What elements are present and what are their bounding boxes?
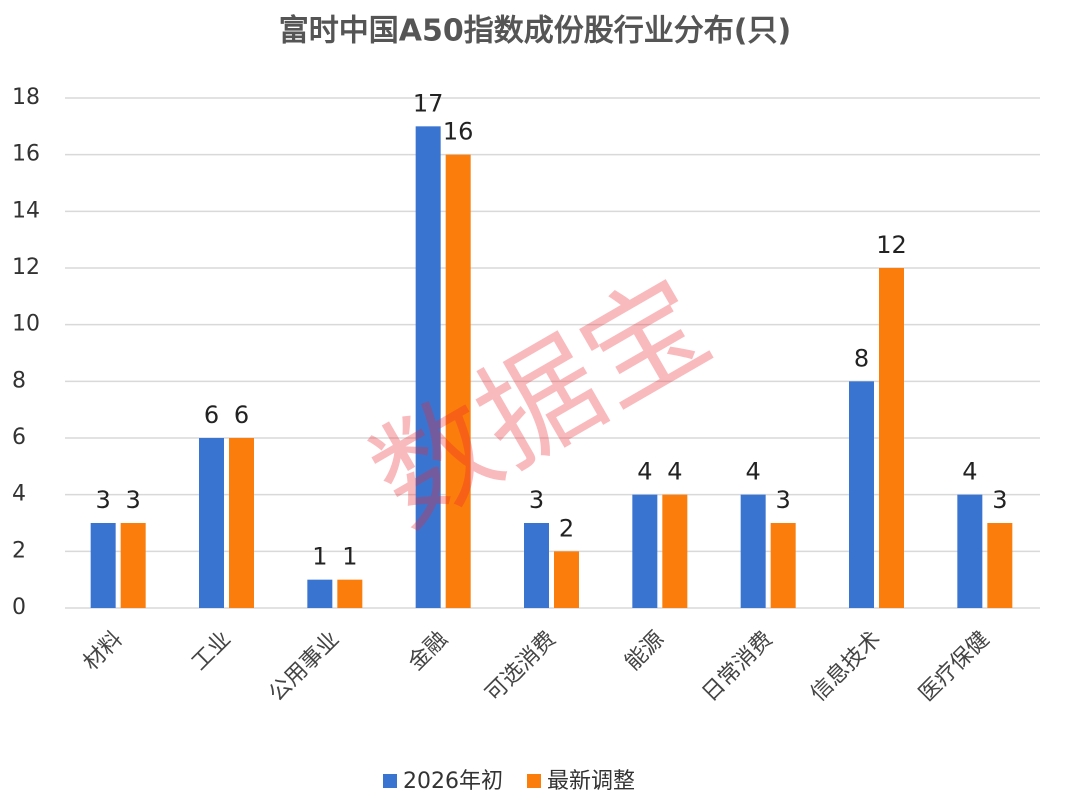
x-tick-label: 材料	[79, 627, 128, 676]
bar	[307, 579, 333, 608]
value-label: 3	[776, 486, 791, 514]
bar	[632, 494, 658, 608]
legend-swatch	[527, 774, 541, 788]
y-tick-label: 2	[12, 538, 26, 563]
x-tick-label: 金融	[404, 627, 453, 676]
value-label: 1	[312, 543, 327, 571]
bar	[662, 494, 688, 608]
bar	[90, 523, 116, 608]
y-tick-label: 0	[12, 595, 26, 620]
bar	[987, 523, 1013, 608]
legend-label: 最新调整	[547, 769, 635, 794]
y-tick-label: 16	[12, 142, 40, 167]
bar	[199, 438, 224, 608]
legend-label: 2026年初	[403, 769, 503, 794]
x-tick-label: 公用事业	[264, 627, 344, 707]
bar	[337, 579, 363, 608]
value-label: 3	[126, 486, 141, 514]
bar	[120, 523, 146, 608]
y-tick-label: 6	[12, 425, 26, 450]
value-label: 6	[204, 401, 219, 429]
value-label: 4	[667, 458, 682, 486]
y-tick-label: 4	[12, 482, 26, 507]
y-tick-label: 12	[12, 255, 40, 280]
x-tick-label: 能源	[621, 627, 670, 676]
value-label: 4	[962, 458, 977, 486]
bar	[879, 268, 904, 608]
value-label: 16	[443, 118, 474, 146]
y-tick-label: 18	[12, 85, 40, 110]
value-label: 3	[992, 486, 1007, 514]
legend-swatch	[383, 774, 397, 788]
bar	[740, 494, 766, 608]
value-label: 8	[854, 344, 869, 372]
value-label: 3	[529, 486, 544, 514]
bar	[554, 551, 579, 608]
x-tick-label: 工业	[187, 627, 236, 676]
x-tick-label: 医疗保健	[914, 627, 994, 707]
bar	[957, 494, 983, 608]
bar	[415, 126, 441, 608]
x-tick-label: 信息技术	[806, 627, 886, 707]
bar	[849, 381, 874, 608]
value-label: 17	[413, 89, 444, 117]
x-tick-label: 可选消费	[481, 627, 561, 707]
bar	[229, 438, 254, 608]
value-label: 2	[559, 514, 574, 542]
value-label: 4	[746, 458, 761, 486]
value-label: 6	[234, 401, 249, 429]
chart-title: 富时中国A50指数成份股行业分布(只)	[279, 14, 791, 49]
value-label: 1	[342, 543, 357, 571]
y-tick-label: 14	[12, 198, 40, 223]
x-tick-label: 日常消费	[698, 627, 778, 707]
bar	[770, 523, 796, 608]
value-label: 12	[876, 231, 907, 259]
y-tick-label: 8	[12, 368, 26, 393]
bar	[445, 154, 471, 608]
y-tick-label: 10	[12, 312, 40, 337]
value-label: 3	[96, 486, 111, 514]
bar	[524, 523, 549, 608]
value-label: 4	[637, 458, 652, 486]
